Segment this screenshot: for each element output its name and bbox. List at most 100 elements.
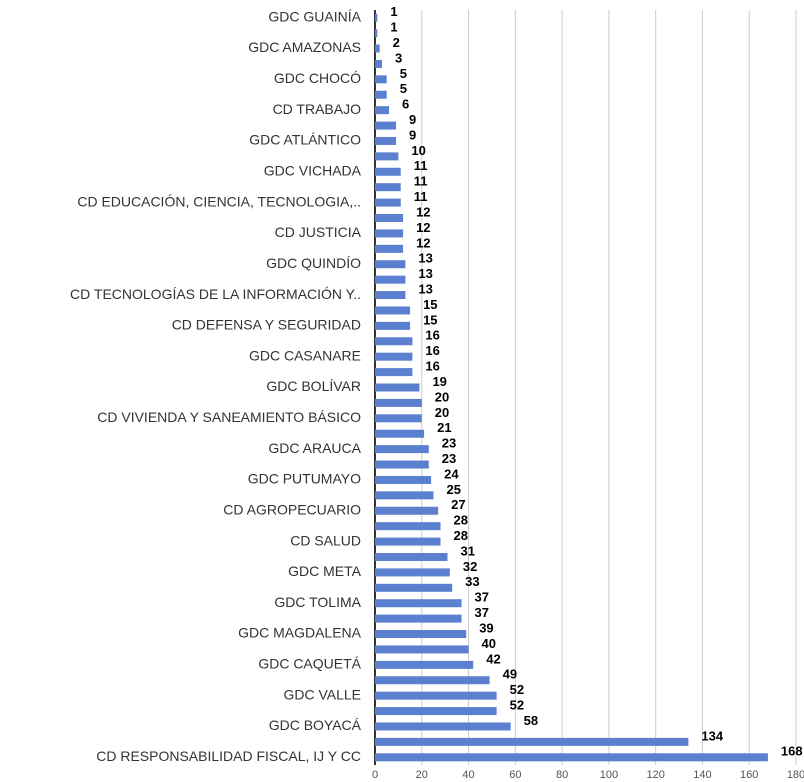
data-label: 28 bbox=[453, 528, 467, 543]
y-tick-label: GDC CASANARE bbox=[249, 347, 361, 363]
bar bbox=[375, 614, 462, 623]
data-label: 11 bbox=[414, 158, 428, 173]
bar bbox=[375, 414, 422, 423]
data-label: 3 bbox=[395, 50, 402, 65]
data-label: 25 bbox=[446, 482, 460, 497]
y-tick-label: CD VIVIENDA Y SANEAMIENTO BÁSICO bbox=[97, 409, 361, 425]
x-tick-label: 140 bbox=[693, 769, 711, 781]
data-label: 42 bbox=[486, 651, 500, 666]
data-label: 13 bbox=[418, 281, 432, 296]
data-label: 19 bbox=[432, 374, 446, 389]
bar bbox=[375, 445, 429, 454]
data-label: 11 bbox=[414, 174, 428, 189]
data-label: 31 bbox=[461, 543, 475, 558]
y-tick-label: GDC ARAUCA bbox=[268, 440, 361, 456]
x-tick-label: 180 bbox=[787, 769, 804, 781]
y-tick-label: GDC VICHADA bbox=[264, 162, 362, 178]
data-label: 9 bbox=[409, 127, 416, 142]
data-label: 27 bbox=[451, 497, 465, 512]
bar bbox=[375, 568, 450, 577]
bar bbox=[375, 368, 413, 377]
y-tick-label: CD AGROPECUARIO bbox=[223, 501, 361, 517]
bar bbox=[375, 552, 448, 561]
data-label: 20 bbox=[435, 405, 449, 420]
data-label: 11 bbox=[414, 189, 428, 204]
y-tick-label: GDC GUAINÍA bbox=[268, 8, 361, 24]
x-tick-label: 60 bbox=[509, 769, 521, 781]
data-label: 33 bbox=[465, 574, 479, 589]
data-label: 24 bbox=[444, 466, 459, 481]
data-label: 52 bbox=[510, 698, 524, 713]
data-label: 23 bbox=[442, 451, 456, 466]
data-label: 28 bbox=[453, 513, 467, 528]
bar bbox=[375, 429, 425, 438]
bar bbox=[375, 753, 768, 762]
bar bbox=[375, 475, 432, 484]
bar bbox=[375, 383, 420, 392]
data-label: 21 bbox=[437, 420, 451, 435]
bar bbox=[375, 44, 380, 53]
bar bbox=[375, 183, 401, 192]
x-tick-label: 120 bbox=[646, 769, 664, 781]
data-label: 1 bbox=[390, 4, 397, 19]
data-label: 12 bbox=[416, 204, 430, 219]
bar bbox=[375, 75, 387, 84]
data-label: 39 bbox=[479, 620, 493, 635]
x-tick-label: 100 bbox=[600, 769, 618, 781]
bar bbox=[375, 136, 397, 145]
bar bbox=[375, 214, 404, 223]
bar bbox=[375, 460, 429, 469]
bar bbox=[375, 260, 406, 269]
bar bbox=[375, 676, 490, 685]
bar bbox=[375, 106, 390, 115]
bar bbox=[375, 291, 406, 300]
data-label: 2 bbox=[393, 35, 400, 50]
y-tick-label: CD RESPONSABILIDAD FISCAL, IJ Y CC bbox=[96, 748, 361, 764]
y-tick-label: CD DEFENSA Y SEGURIDAD bbox=[172, 317, 361, 333]
data-label: 52 bbox=[510, 682, 524, 697]
bar bbox=[375, 722, 511, 731]
bar bbox=[375, 630, 467, 639]
data-label: 13 bbox=[418, 251, 432, 266]
data-label: 12 bbox=[416, 220, 430, 235]
data-label: 16 bbox=[425, 359, 439, 374]
data-label: 23 bbox=[442, 436, 456, 451]
bar bbox=[375, 306, 411, 315]
y-tick-label: CD JUSTICIA bbox=[275, 224, 362, 240]
bar bbox=[375, 491, 434, 500]
data-label: 134 bbox=[701, 728, 723, 743]
bar bbox=[375, 352, 413, 361]
y-tick-label: GDC META bbox=[288, 563, 362, 579]
bar bbox=[375, 398, 422, 407]
bar bbox=[375, 645, 469, 654]
bar bbox=[375, 229, 404, 238]
bar bbox=[375, 506, 439, 515]
bar bbox=[375, 275, 406, 284]
data-label: 9 bbox=[409, 112, 416, 127]
data-label: 49 bbox=[503, 667, 517, 682]
bar bbox=[375, 29, 378, 38]
bar bbox=[375, 691, 497, 700]
x-tick-label: 20 bbox=[416, 769, 428, 781]
y-tick-label: GDC ATLÁNTICO bbox=[249, 132, 361, 148]
data-label: 37 bbox=[475, 605, 489, 620]
y-tick-label: CD TECNOLOGÍAS DE LA INFORMACIÓN Y.. bbox=[70, 286, 361, 302]
y-tick-label: GDC MAGDALENA bbox=[238, 625, 362, 641]
bar bbox=[375, 522, 441, 531]
bar bbox=[375, 583, 453, 592]
bar bbox=[375, 90, 387, 99]
x-tick-label: 0 bbox=[372, 769, 378, 781]
bar bbox=[375, 167, 401, 176]
bar bbox=[375, 660, 474, 669]
y-tick-label: GDC VALLE bbox=[283, 686, 361, 702]
y-tick-label: GDC CAQUETÁ bbox=[258, 656, 361, 672]
data-label: 37 bbox=[475, 590, 489, 605]
bar bbox=[375, 321, 411, 330]
bar bbox=[375, 13, 378, 22]
y-tick-label: GDC PUTUMAYO bbox=[248, 471, 361, 487]
bar bbox=[375, 59, 383, 68]
y-tick-label: GDC AMAZONAS bbox=[248, 39, 361, 55]
data-label: 15 bbox=[423, 297, 437, 312]
bar bbox=[375, 599, 462, 608]
